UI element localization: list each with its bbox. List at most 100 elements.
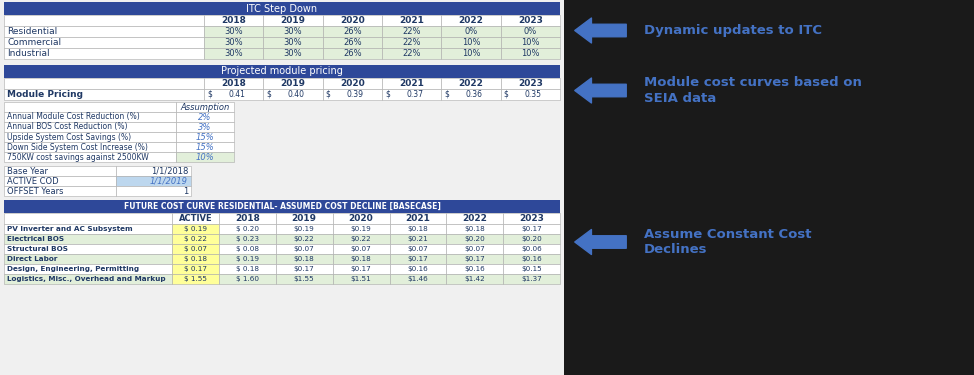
Text: Down Side System Cost Increase (%): Down Side System Cost Increase (%) [7,142,148,152]
Text: 10%: 10% [521,49,540,58]
Text: Design, Engineering, Permitting: Design, Engineering, Permitting [7,266,139,272]
Bar [4,213,172,224]
Bar [501,89,560,100]
Text: 26%: 26% [343,27,361,36]
Bar [501,15,560,26]
Bar [172,224,219,234]
Text: 0.37: 0.37 [406,90,423,99]
Text: 2022: 2022 [459,79,483,88]
Bar [333,234,390,244]
Text: $0.17: $0.17 [465,256,485,262]
Text: 2018: 2018 [221,79,246,88]
Bar [333,254,390,264]
Bar [501,37,560,48]
Bar [322,48,382,59]
Text: Assume Constant Cost
Declines: Assume Constant Cost Declines [644,228,811,256]
Bar [441,48,501,59]
Bar [263,48,322,59]
Text: 10%: 10% [462,38,480,47]
Bar [4,132,176,142]
Text: 2020: 2020 [340,16,364,25]
Bar [116,166,191,176]
Bar [441,26,501,37]
Text: $0.17: $0.17 [521,226,542,232]
Bar [276,244,333,254]
Text: 2019: 2019 [281,79,306,88]
Bar [390,224,446,234]
Text: ACTIVE: ACTIVE [178,214,212,223]
Text: 2023: 2023 [518,79,543,88]
Bar [446,224,504,234]
Text: $0.19: $0.19 [294,226,315,232]
Text: Residential: Residential [7,27,57,36]
Text: 10%: 10% [462,49,480,58]
Text: $ 1.55: $ 1.55 [184,276,207,282]
Text: $: $ [207,90,212,99]
Bar [446,234,504,244]
Bar [204,15,263,26]
Text: 750KW cost savings against 2500KW: 750KW cost savings against 2500KW [7,153,149,162]
Text: $0.15: $0.15 [521,266,542,272]
Bar [176,112,234,122]
Bar [263,26,322,37]
Bar [501,48,560,59]
Bar [333,274,390,284]
Text: $ 0.22: $ 0.22 [184,236,207,242]
Text: $ 0.18: $ 0.18 [184,256,207,262]
Text: Industrial: Industrial [7,49,50,58]
Bar [446,244,504,254]
Text: $ 0.19: $ 0.19 [236,256,259,262]
Text: 30%: 30% [283,27,302,36]
Bar [382,15,441,26]
Text: 3%: 3% [199,123,211,132]
Text: 2021: 2021 [405,214,431,223]
Bar [333,264,390,274]
Text: 30%: 30% [283,49,302,58]
Bar [276,213,333,224]
Text: 2018: 2018 [235,214,260,223]
Bar [219,274,276,284]
Text: 2022: 2022 [463,214,487,223]
Text: 2019: 2019 [292,214,317,223]
Bar [204,37,263,48]
Bar [219,224,276,234]
Text: 2018: 2018 [221,16,246,25]
Text: $ 1.60: $ 1.60 [236,276,259,282]
Bar [504,254,560,264]
Text: $: $ [385,90,390,99]
Bar [504,274,560,284]
Text: 0.35: 0.35 [525,90,542,99]
Bar [501,26,560,37]
Text: FUTURE COST CURVE RESIDENTIAL- ASSUMED COST DECLINE [BASECASE]: FUTURE COST CURVE RESIDENTIAL- ASSUMED C… [124,202,440,211]
Bar [4,122,176,132]
Text: 22%: 22% [402,38,421,47]
Text: $1.46: $1.46 [407,276,429,282]
Bar [446,274,504,284]
Bar [263,78,322,89]
Bar [333,244,390,254]
Text: 0.41: 0.41 [228,90,245,99]
Text: ITC Step Down: ITC Step Down [246,3,318,13]
Text: $ 0.08: $ 0.08 [236,246,259,252]
Text: $1.55: $1.55 [294,276,315,282]
Bar [382,78,441,89]
Bar [4,152,176,162]
Bar [4,48,204,59]
Bar [382,26,441,37]
Text: $0.18: $0.18 [351,256,371,262]
Text: $: $ [444,90,449,99]
Bar [441,89,501,100]
Bar [176,102,234,112]
Text: 2020: 2020 [340,79,364,88]
Text: 15%: 15% [196,142,214,152]
Bar [446,264,504,274]
Text: $0.17: $0.17 [294,266,315,272]
Bar [564,0,974,375]
Bar [219,234,276,244]
Bar [322,37,382,48]
Text: Logistics, Misc., Overhead and Markup: Logistics, Misc., Overhead and Markup [7,276,166,282]
Bar [4,112,176,122]
Text: 2022: 2022 [459,16,483,25]
Bar [4,264,172,274]
Bar [501,78,560,89]
